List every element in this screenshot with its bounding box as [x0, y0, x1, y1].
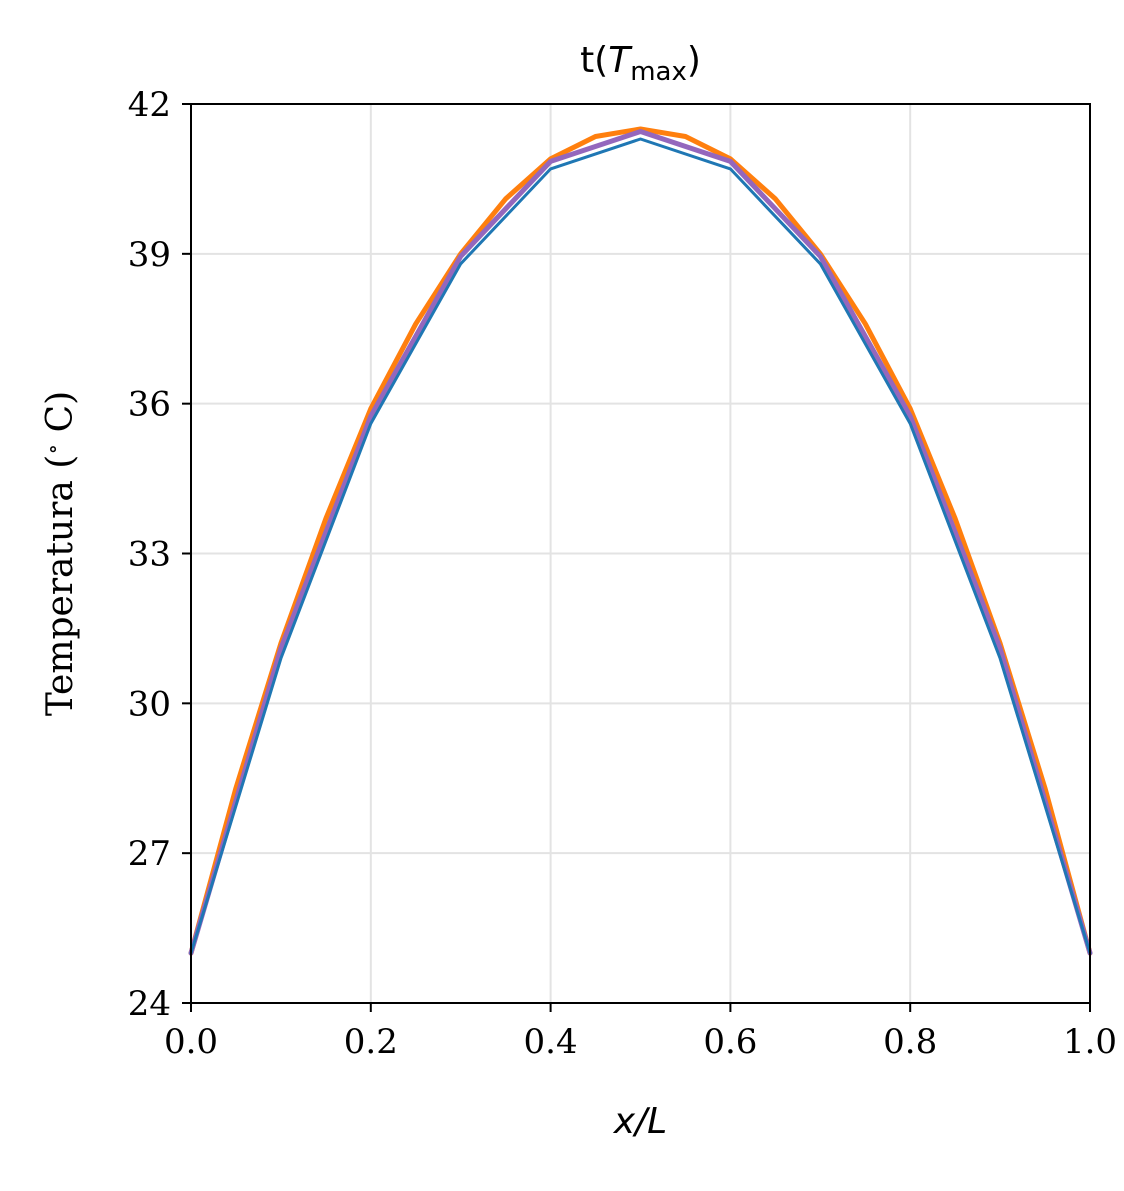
- x-tick-label: 0.8: [883, 1022, 937, 1062]
- title-close: ): [687, 40, 701, 81]
- series-line-2: [188, 129, 1093, 956]
- grid: [190, 103, 1091, 1004]
- title-main: t(: [580, 40, 608, 81]
- y-tick-label: 27: [128, 834, 171, 874]
- chart-title: t(Tmax): [580, 40, 701, 87]
- y-tick-label: 30: [128, 684, 171, 724]
- y-tick-label: 36: [128, 385, 171, 425]
- y-tick-label: 42: [128, 85, 171, 125]
- series-layer: [188, 126, 1093, 956]
- x-axis-label: x/L: [613, 1101, 668, 1142]
- x-tick-label: 0.2: [344, 1022, 398, 1062]
- x-tick-label: 1.0: [1063, 1022, 1117, 1062]
- series-line-3: [189, 137, 1092, 955]
- y-tick-label: 24: [128, 984, 171, 1024]
- y-axis-label-main: Temperatura (: [40, 455, 81, 717]
- title-italic: T: [608, 40, 633, 81]
- y-axis-label-unit: C): [40, 391, 81, 444]
- x-tick-label: 0.0: [164, 1022, 218, 1062]
- y-tick-label: 39: [128, 235, 171, 275]
- x-tick-label: 0.4: [524, 1022, 578, 1062]
- ticks: 0.0 0.2 0.4 0.6 0.8 1.0 24 27 30 33 36 39 42: [128, 85, 1117, 1062]
- title-subscript: max: [630, 57, 687, 87]
- y-tick-label: 33: [128, 535, 171, 575]
- y-axis-label: Temperatura (∘ C): [40, 391, 81, 716]
- y-axis-label-degree: ∘: [41, 444, 66, 455]
- x-tick-label: 0.6: [703, 1022, 757, 1062]
